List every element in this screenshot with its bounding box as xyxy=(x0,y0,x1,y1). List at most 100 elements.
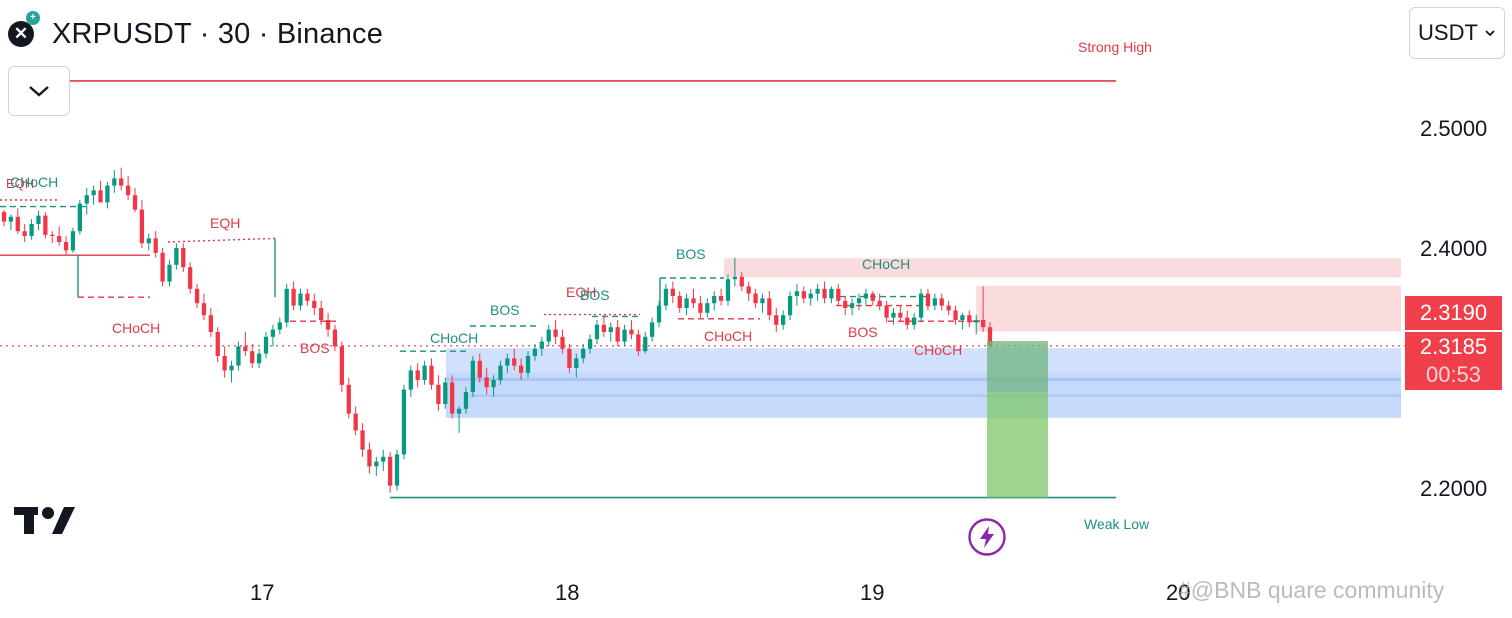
candle-body xyxy=(243,346,248,352)
currency-label: USDT xyxy=(1418,20,1478,45)
candle-body xyxy=(181,248,186,268)
candle-body xyxy=(312,300,317,308)
candle-body xyxy=(57,236,62,242)
candle-body xyxy=(787,296,793,316)
candle-body xyxy=(801,291,806,299)
candle-body xyxy=(291,288,296,306)
candle-body xyxy=(843,300,848,308)
candle-body xyxy=(698,303,703,313)
candle-body xyxy=(174,248,179,265)
candle-body xyxy=(15,216,20,232)
candle-body xyxy=(967,315,972,323)
bos-label: BOS xyxy=(580,287,610,303)
candle-body xyxy=(939,298,944,306)
candle-body xyxy=(518,365,524,373)
candle-body xyxy=(98,190,103,203)
candle-body xyxy=(125,185,131,196)
position-box xyxy=(987,341,1048,392)
candle-body xyxy=(484,377,489,388)
candle-body xyxy=(346,384,351,414)
candle-body xyxy=(980,320,986,328)
candle-body xyxy=(774,315,779,325)
candle-body xyxy=(450,382,455,414)
candle-body xyxy=(50,234,55,236)
last-price-tag: 2.3185 00:53 xyxy=(1405,332,1502,390)
candle-body xyxy=(105,185,110,203)
currency-select[interactable]: USDT xyxy=(1409,7,1505,59)
choch-label: CHoCH xyxy=(862,256,911,272)
candle-body xyxy=(415,370,420,380)
candle-body xyxy=(856,298,862,304)
chart-header: ✕ + XRPUSDT · 30 · Binance xyxy=(8,11,384,54)
candle-body xyxy=(284,288,289,323)
bar-countdown: 00:53 xyxy=(1425,362,1482,387)
position-target xyxy=(987,392,1048,498)
high-price: 2.3190 xyxy=(1419,300,1488,325)
candle-body xyxy=(256,353,262,364)
candle-body xyxy=(167,264,172,282)
date-tick: 17 xyxy=(250,580,275,605)
badge-icon: + xyxy=(26,11,40,25)
candle-body xyxy=(615,327,620,342)
choch-label: CHoCH xyxy=(430,330,479,346)
candle-body xyxy=(119,178,124,186)
candle-body xyxy=(208,315,213,332)
candle-body xyxy=(953,310,958,320)
candle-body xyxy=(201,303,207,316)
tradingview-logo[interactable] xyxy=(14,505,76,535)
candle-body xyxy=(608,327,613,332)
choch-label: CHoCH xyxy=(704,328,753,344)
candle-body xyxy=(381,456,386,462)
candle-body xyxy=(725,279,731,301)
candle-body xyxy=(918,293,924,318)
candle-body xyxy=(808,293,813,299)
candle-body xyxy=(146,238,151,244)
candle-body xyxy=(339,346,344,385)
candle-body xyxy=(374,461,379,467)
candle-body xyxy=(836,288,841,301)
watermark: #@BNB quare community xyxy=(1178,577,1445,603)
candle-body xyxy=(946,305,951,311)
candle-body xyxy=(781,315,786,325)
candle-body xyxy=(215,332,220,356)
supply-zone xyxy=(976,285,1401,332)
candle-body xyxy=(974,320,979,323)
ripple-icon[interactable]: ✕ + xyxy=(8,11,40,47)
bos-label: BOS xyxy=(490,302,520,318)
candle-body xyxy=(849,303,855,308)
candle-body xyxy=(546,329,551,342)
candle-body xyxy=(705,303,710,313)
high-price-tag: 2.3190 xyxy=(1405,296,1502,330)
candle-body xyxy=(601,324,607,332)
symbol-title[interactable]: XRPUSDT · 30 · Binance xyxy=(52,17,384,50)
candle-body xyxy=(525,356,531,373)
lightning-icon[interactable] xyxy=(968,518,1006,556)
candle-body xyxy=(760,298,765,304)
candle-body xyxy=(160,252,165,282)
chevron-down-icon xyxy=(29,86,49,97)
bos-label: BOS xyxy=(676,246,706,262)
candle-body xyxy=(656,305,662,323)
candle-body xyxy=(470,360,476,392)
candle-body xyxy=(408,370,413,390)
eqh-label: EQH xyxy=(566,284,597,300)
candle-body xyxy=(753,293,758,304)
candle-body xyxy=(629,329,634,335)
candle-body xyxy=(739,276,744,287)
candle-body xyxy=(732,276,738,280)
candle-body xyxy=(677,296,682,308)
date-tick: 19 xyxy=(860,580,885,605)
candle-body xyxy=(298,293,303,306)
candle-body xyxy=(718,296,724,301)
candle-body xyxy=(932,298,937,306)
candle-body xyxy=(532,348,538,356)
price-tick: 2.5000 xyxy=(1420,116,1488,141)
candle-body xyxy=(422,365,427,380)
candle-body xyxy=(905,317,910,325)
collapse-legend-button[interactable] xyxy=(8,66,70,116)
candle-body xyxy=(332,329,338,347)
date-tick: 18 xyxy=(555,580,580,605)
candle-body xyxy=(263,336,269,354)
candle-body xyxy=(153,238,158,253)
